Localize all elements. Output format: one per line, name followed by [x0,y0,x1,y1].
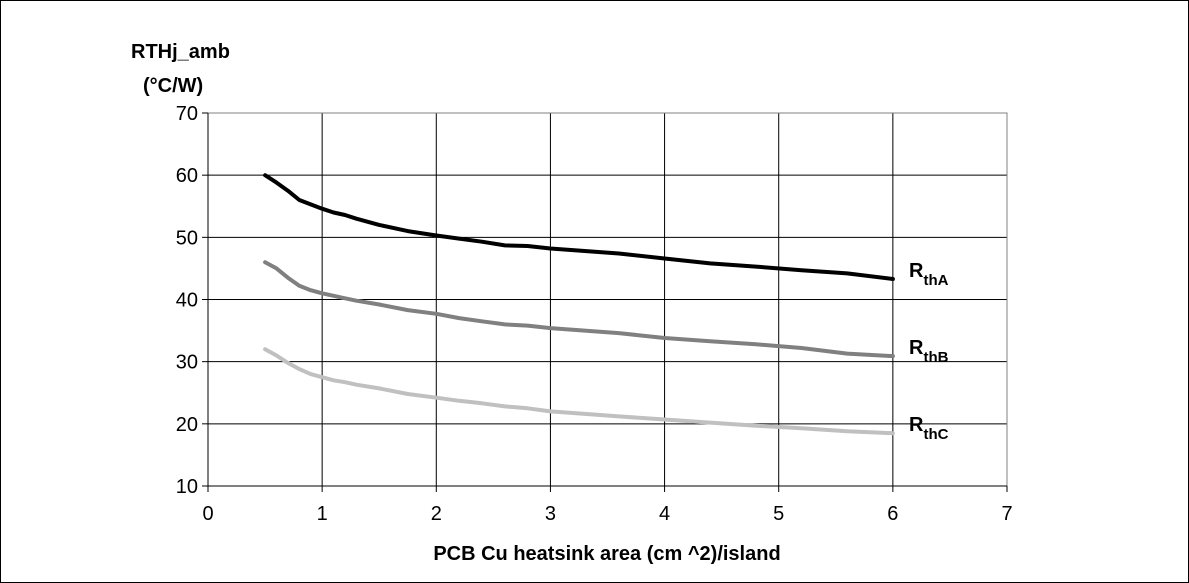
series-label-thC: RthC [909,414,949,443]
y-tick-label: 10 [176,476,198,498]
y-axis-ticks: 10 20 30 40 50 60 70 [176,103,208,498]
series-label-subscript: thA [923,272,948,289]
y-tick-label: 60 [176,165,198,187]
series-label-main: R [909,414,924,436]
x-tick-label: 1 [317,503,328,525]
y-tick-label: 30 [176,352,198,374]
series-line-thA [263,173,895,281]
series-label-thA: RthA [909,260,949,289]
series-line-thC [263,347,895,436]
y-axis-title-line2: (°C/W) [143,75,203,97]
series-label-main: R [909,337,924,359]
y-tick-label: 70 [176,103,198,125]
x-tick-label: 3 [545,503,556,525]
y-tick-label: 50 [176,227,198,249]
y-tick-label: 20 [176,414,198,436]
y-axis-title-line1: RTHj_amb [131,41,230,63]
series-lines [263,173,895,436]
x-tick-label: 6 [887,503,898,525]
series-label-thB: RthB [909,337,949,366]
x-axis-title: PCB Cu heatsink area (cm ^2)/island [433,543,780,565]
x-tick-label: 7 [1001,503,1012,525]
x-tick-label: 5 [773,503,784,525]
x-tick-label: 0 [202,503,213,525]
x-tick-label: 4 [659,503,670,525]
y-tick-label: 40 [176,290,198,312]
x-tick-label: 2 [431,503,442,525]
series-label-subscript: thB [923,349,948,366]
series-label-subscript: thC [923,426,948,443]
series-label-main: R [909,260,924,282]
series-line-thB [263,260,895,359]
x-axis-ticks: 0 1 2 3 4 5 6 7 [202,486,1013,525]
